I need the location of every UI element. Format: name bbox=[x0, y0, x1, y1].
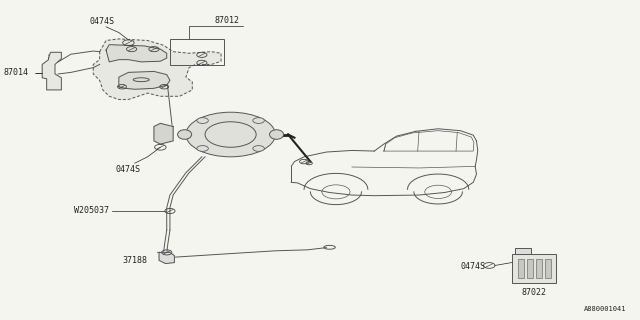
Polygon shape bbox=[93, 39, 221, 100]
Text: W205037: W205037 bbox=[74, 206, 109, 215]
Ellipse shape bbox=[269, 130, 284, 139]
Circle shape bbox=[197, 118, 209, 124]
Text: 0474S: 0474S bbox=[461, 262, 486, 271]
Polygon shape bbox=[154, 123, 173, 144]
Circle shape bbox=[186, 112, 275, 157]
Text: 87014: 87014 bbox=[4, 68, 29, 77]
Bar bbox=[515, 248, 531, 254]
FancyBboxPatch shape bbox=[511, 254, 556, 283]
Text: 0474S: 0474S bbox=[116, 165, 141, 174]
Bar bbox=[527, 259, 533, 278]
Text: 0474S: 0474S bbox=[89, 17, 114, 26]
Polygon shape bbox=[119, 71, 170, 89]
Text: 87012: 87012 bbox=[215, 16, 240, 25]
Text: A880001041: A880001041 bbox=[584, 306, 627, 312]
Circle shape bbox=[253, 118, 264, 124]
Bar bbox=[536, 259, 542, 278]
Text: 87022: 87022 bbox=[522, 288, 547, 297]
Circle shape bbox=[253, 146, 264, 151]
Text: 37188: 37188 bbox=[123, 256, 148, 265]
Circle shape bbox=[197, 146, 209, 151]
Bar bbox=[518, 259, 524, 278]
Polygon shape bbox=[106, 45, 167, 62]
Ellipse shape bbox=[177, 130, 191, 139]
Polygon shape bbox=[159, 252, 174, 264]
Bar bbox=[545, 259, 551, 278]
Polygon shape bbox=[42, 52, 61, 90]
Bar bbox=[170, 39, 224, 65]
